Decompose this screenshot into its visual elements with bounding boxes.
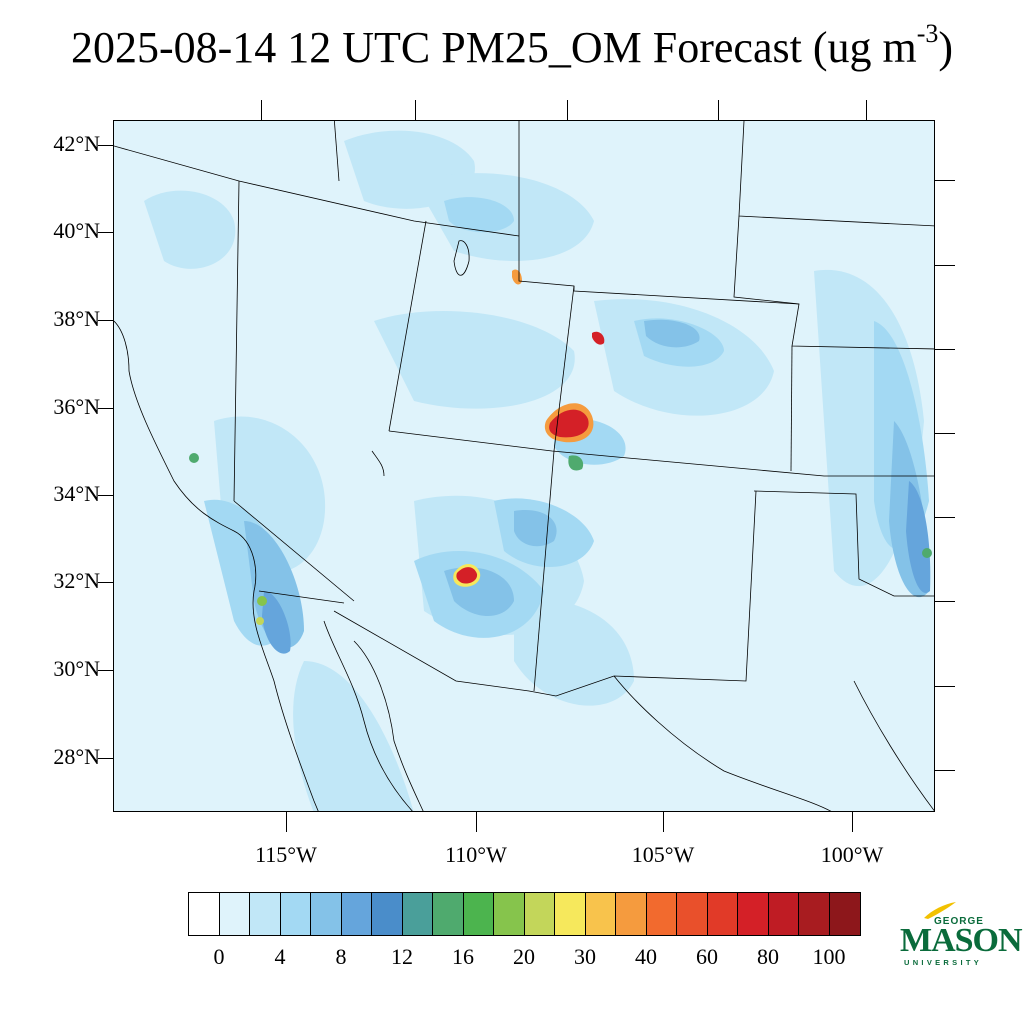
- cbar-label-16: 16: [452, 944, 474, 969]
- logo-george: GEORGE: [934, 916, 984, 927]
- cbar-label-30: 30: [574, 944, 596, 969]
- cbar-label-60: 60: [696, 944, 718, 969]
- lat-label-30: 30°N: [53, 656, 100, 681]
- state-borders: [114, 121, 934, 697]
- lon-label-105: 105°W: [631, 842, 695, 867]
- logo-university: UNIVERSITY: [904, 958, 983, 967]
- lat-label-36: 36°N: [53, 394, 100, 419]
- colorbar-swatch: [555, 893, 586, 935]
- right-tick: [935, 265, 955, 266]
- lat-label-34: 34°N: [53, 481, 100, 506]
- cbar-label-8: 8: [335, 944, 347, 969]
- colorbar-swatch: [189, 893, 220, 935]
- colorbar-swatch: [280, 893, 311, 935]
- lat-tick: [98, 670, 113, 671]
- colorbar-swatch: [341, 893, 372, 935]
- lat-tick: [98, 758, 113, 759]
- forecast-map[interactable]: [113, 120, 935, 812]
- lat-tick: [98, 145, 113, 146]
- lat-tick: [98, 582, 113, 583]
- lon-label-115: 115°W: [255, 842, 317, 867]
- lat-label-42: 42°N: [53, 131, 100, 156]
- colorbar-swatch: [738, 893, 769, 935]
- colorbar-swatch: [494, 893, 525, 935]
- colorbar-swatch: [402, 893, 433, 935]
- map-canvas: [114, 121, 934, 811]
- lon-tick: [286, 812, 287, 832]
- colorbar-swatch: [799, 893, 830, 935]
- cbar-label-40: 40: [635, 944, 657, 969]
- lat-tick: [98, 408, 113, 409]
- right-tick: [935, 180, 955, 181]
- colorbar-swatch: [250, 893, 281, 935]
- lat-tick: [98, 320, 113, 321]
- colorbar-swatch: [433, 893, 464, 935]
- george-mason-logo: GEORGE MASON UNIVERSITY: [898, 900, 1023, 970]
- lat-label-38: 38°N: [53, 306, 100, 331]
- fire-hotspot-arizona: [453, 564, 481, 587]
- right-tick: [935, 433, 955, 434]
- cbar-label-100: 100: [812, 944, 846, 969]
- colorbar-swatch: [463, 893, 494, 935]
- lon-tick: [852, 812, 853, 832]
- lon-tick: [476, 812, 477, 832]
- colorbar-swatch: [646, 893, 677, 935]
- colorbar: [188, 892, 861, 936]
- lon-label-110: 110°W: [445, 842, 507, 867]
- lon-label-100: 100°W: [820, 842, 884, 867]
- logo-swoosh-icon: [924, 902, 956, 919]
- lat-tick: [98, 232, 113, 233]
- top-tick: [261, 100, 262, 120]
- right-tick: [935, 601, 955, 602]
- lon-tick: [663, 812, 664, 832]
- cbar-label-80: 80: [757, 944, 779, 969]
- top-tick: [866, 100, 867, 120]
- lat-label-32: 32°N: [53, 568, 100, 593]
- top-tick: [718, 100, 719, 120]
- map-title: 2025-08-14 12 UTC PM25_OM Forecast (ug m…: [0, 19, 1024, 73]
- logo-mason: MASON: [900, 922, 1023, 959]
- lat-tick: [98, 495, 113, 496]
- right-tick: [935, 686, 955, 687]
- right-tick: [935, 770, 955, 771]
- great-salt-lake: [453, 240, 470, 276]
- colorbar-swatch: [768, 893, 799, 935]
- colorbar-swatch: [829, 893, 860, 935]
- pm-level-higher: [262, 481, 931, 654]
- right-tick: [935, 517, 955, 518]
- title-exponent: -3: [916, 19, 939, 49]
- colorbar-swatch: [524, 893, 555, 935]
- fire-hotspot-california: [189, 453, 932, 625]
- top-tick: [415, 100, 416, 120]
- cbar-label-12: 12: [391, 944, 413, 969]
- colorbar-swatch: [707, 893, 738, 935]
- title-text: 2025-08-14 12 UTC PM25_OM Forecast (ug m: [70, 23, 917, 72]
- lat-label-40: 40°N: [53, 218, 100, 243]
- fire-hotspot-colorado: [544, 403, 594, 471]
- coastline: [114, 320, 934, 811]
- colorbar-swatch: [219, 893, 250, 935]
- colorbar-swatch: [311, 893, 342, 935]
- colorbar-swatch: [372, 893, 403, 935]
- colorbar-swatch: [677, 893, 708, 935]
- title-close: ): [938, 23, 954, 72]
- cbar-label-0: 0: [213, 944, 225, 969]
- right-tick: [935, 349, 955, 350]
- top-tick: [567, 100, 568, 120]
- cbar-label-20: 20: [513, 944, 535, 969]
- fire-hotspot-colorado-north: [592, 331, 605, 345]
- colorbar-swatch: [616, 893, 647, 935]
- lat-label-28: 28°N: [53, 744, 100, 769]
- colorbar-swatch: [585, 893, 616, 935]
- cbar-label-4: 4: [274, 944, 286, 969]
